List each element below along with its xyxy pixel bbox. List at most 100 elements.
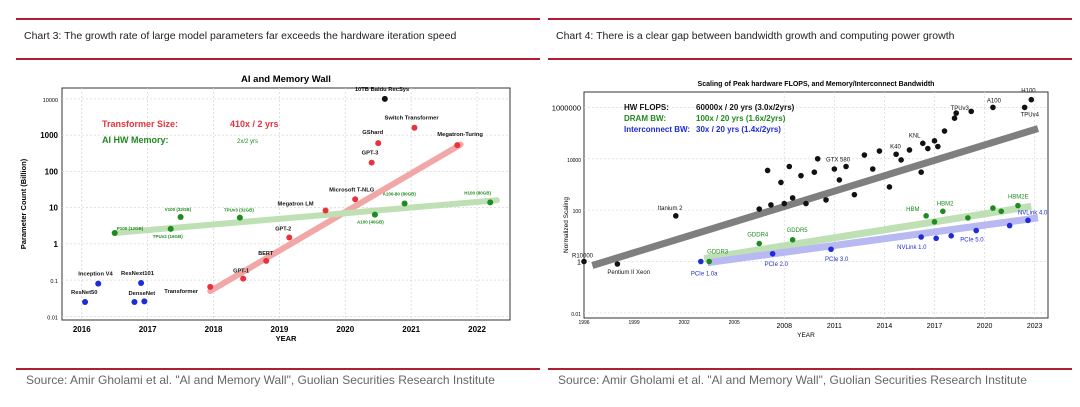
right-panel: Chart 4: There is a clear gap between ba… <box>548 0 1072 407</box>
data-point <box>789 195 796 201</box>
data-point <box>371 211 378 218</box>
data-point <box>368 159 375 166</box>
x-tick-label: 2023 <box>1027 323 1043 330</box>
x-tick-label: 2020 <box>336 325 354 334</box>
y-tick-label: 0.01 <box>47 315 58 321</box>
model-size-trend-line <box>207 141 464 295</box>
data-label: ResNext101 <box>121 271 155 277</box>
dram-bw-trend-line <box>703 202 1032 263</box>
data-label: BERT <box>258 251 274 257</box>
x-tick-label: 2011 <box>827 323 842 330</box>
flops-trend-line <box>591 125 1040 269</box>
y-tick-label: 100 <box>45 167 59 176</box>
data-point <box>454 142 461 149</box>
x-tick-label: 2021 <box>402 325 420 334</box>
data-label: GDDR3 <box>707 250 729 256</box>
data-point <box>876 148 883 154</box>
data-label: GPT-2 <box>275 226 291 232</box>
hw-memory-trend-line <box>111 197 500 236</box>
y-tick-label: 0.1 <box>50 279 58 285</box>
data-label: H100 <box>1021 89 1036 95</box>
data-point <box>906 147 913 153</box>
chart-caption: Chart 4: There is a clear gap between ba… <box>556 30 955 42</box>
y-tick-label: 0.01 <box>571 312 581 318</box>
y-tick-label: 10000 <box>43 98 58 104</box>
data-label: H100 (80GB) <box>464 190 491 195</box>
data-point <box>789 236 796 243</box>
data-point <box>698 258 704 265</box>
data-point <box>236 214 243 221</box>
y-tick-label: 10000 <box>567 158 581 164</box>
data-point <box>798 172 804 179</box>
data-point <box>941 128 948 134</box>
data-point <box>706 258 712 265</box>
data-point <box>931 219 938 225</box>
data-label: PCIe 3.0 <box>825 257 849 263</box>
data-label: Megatron-Turing <box>437 132 483 138</box>
data-point <box>375 140 382 147</box>
data-point <box>923 213 929 219</box>
top-rule <box>548 18 1072 20</box>
legend-label: DRAM BW: <box>624 114 666 123</box>
data-point <box>411 124 418 131</box>
data-label: TPUv3 (32GB) <box>224 208 255 213</box>
data-label: Megatron LM <box>278 202 314 208</box>
data-label: Pentium II Xeon <box>607 270 650 276</box>
y-tick-label: 1 <box>54 240 59 249</box>
data-point <box>886 184 893 190</box>
hw-memory-label: AI HW Memory: <box>102 135 169 145</box>
data-point <box>1028 96 1035 103</box>
data-label: Inception V4 <box>78 272 113 278</box>
data-point <box>614 261 621 267</box>
data-point <box>893 151 899 158</box>
data-point <box>948 233 954 239</box>
data-label: NVLink 1.0 <box>897 245 927 251</box>
data-point <box>756 240 763 247</box>
data-point <box>851 191 858 198</box>
data-label: Itanium 2 <box>658 206 683 212</box>
legend-label: Interconnect BW: <box>624 125 690 134</box>
data-point <box>990 104 996 111</box>
data-point <box>263 257 270 264</box>
data-label: A100 (40GB) <box>357 220 384 225</box>
data-label: A100 <box>987 98 1002 104</box>
x-axis-label: YEAR <box>276 334 297 343</box>
data-point <box>951 115 958 122</box>
legend-rate: 100x / 20 yrs (1.6x/2yrs) <box>696 114 786 123</box>
data-point <box>898 157 904 163</box>
data-label: PCIe 1.0a <box>691 272 718 278</box>
data-point <box>240 275 247 282</box>
y-axis-label: Parameter Count (Billion) <box>19 158 28 249</box>
data-label: Transformer <box>164 289 199 295</box>
data-point <box>322 207 329 214</box>
chart-title: AI and Memory Wall <box>241 74 331 85</box>
data-label: Microsoft T-NLG <box>329 187 375 193</box>
data-label: HBM2 <box>937 201 954 207</box>
data-point <box>836 177 843 183</box>
top-rule <box>16 18 540 20</box>
data-point <box>401 200 408 207</box>
data-label: R10000 <box>572 254 594 260</box>
x-tick-label: 2017 <box>927 323 943 330</box>
caption-rule <box>16 58 540 60</box>
legend-rate: 30x / 20 yrs (1.4x/2yrs) <box>696 125 781 134</box>
data-point <box>968 108 975 115</box>
data-label: 10TB Baidu RecSys <box>355 87 409 93</box>
data-point <box>933 235 939 242</box>
data-label: GPT-1 <box>233 269 249 275</box>
data-point <box>95 280 102 287</box>
data-point <box>920 140 926 147</box>
x-tick-label: 2008 <box>776 323 792 330</box>
data-point <box>764 167 771 174</box>
data-label: Switch Transformer <box>384 116 439 122</box>
data-label: NVLink 4.0 <box>1018 210 1048 216</box>
data-label: GPT-3 <box>362 151 380 157</box>
data-point <box>141 298 148 305</box>
bottom-rule <box>16 368 540 370</box>
data-label: GShard <box>362 130 383 136</box>
x-tick-label: 2019 <box>271 325 289 334</box>
data-point <box>111 229 118 236</box>
plot-area <box>583 91 1049 319</box>
data-point <box>828 246 834 253</box>
data-label: ResNet50 <box>71 290 97 296</box>
